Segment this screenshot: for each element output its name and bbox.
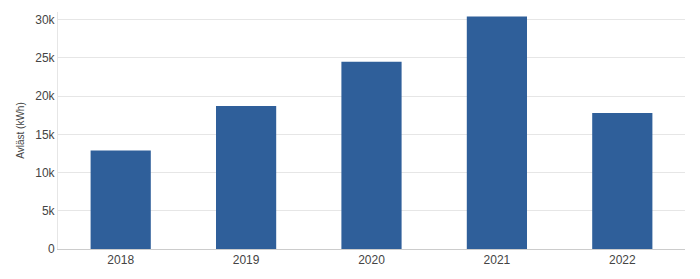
svg-text:2018: 2018 — [107, 253, 134, 267]
svg-text:5k: 5k — [42, 204, 56, 218]
svg-text:30k: 30k — [35, 13, 55, 27]
svg-text:15k: 15k — [35, 128, 55, 142]
svg-text:2020: 2020 — [358, 253, 385, 267]
svg-text:2021: 2021 — [484, 253, 511, 267]
svg-text:0: 0 — [48, 242, 55, 256]
svg-text:10k: 10k — [35, 166, 55, 180]
svg-text:2022: 2022 — [609, 253, 636, 267]
svg-text:20k: 20k — [35, 89, 55, 103]
svg-text:25k: 25k — [35, 51, 55, 65]
svg-text:Avläst (kWh): Avläst (kWh) — [15, 102, 26, 159]
svg-text:2019: 2019 — [233, 253, 260, 267]
